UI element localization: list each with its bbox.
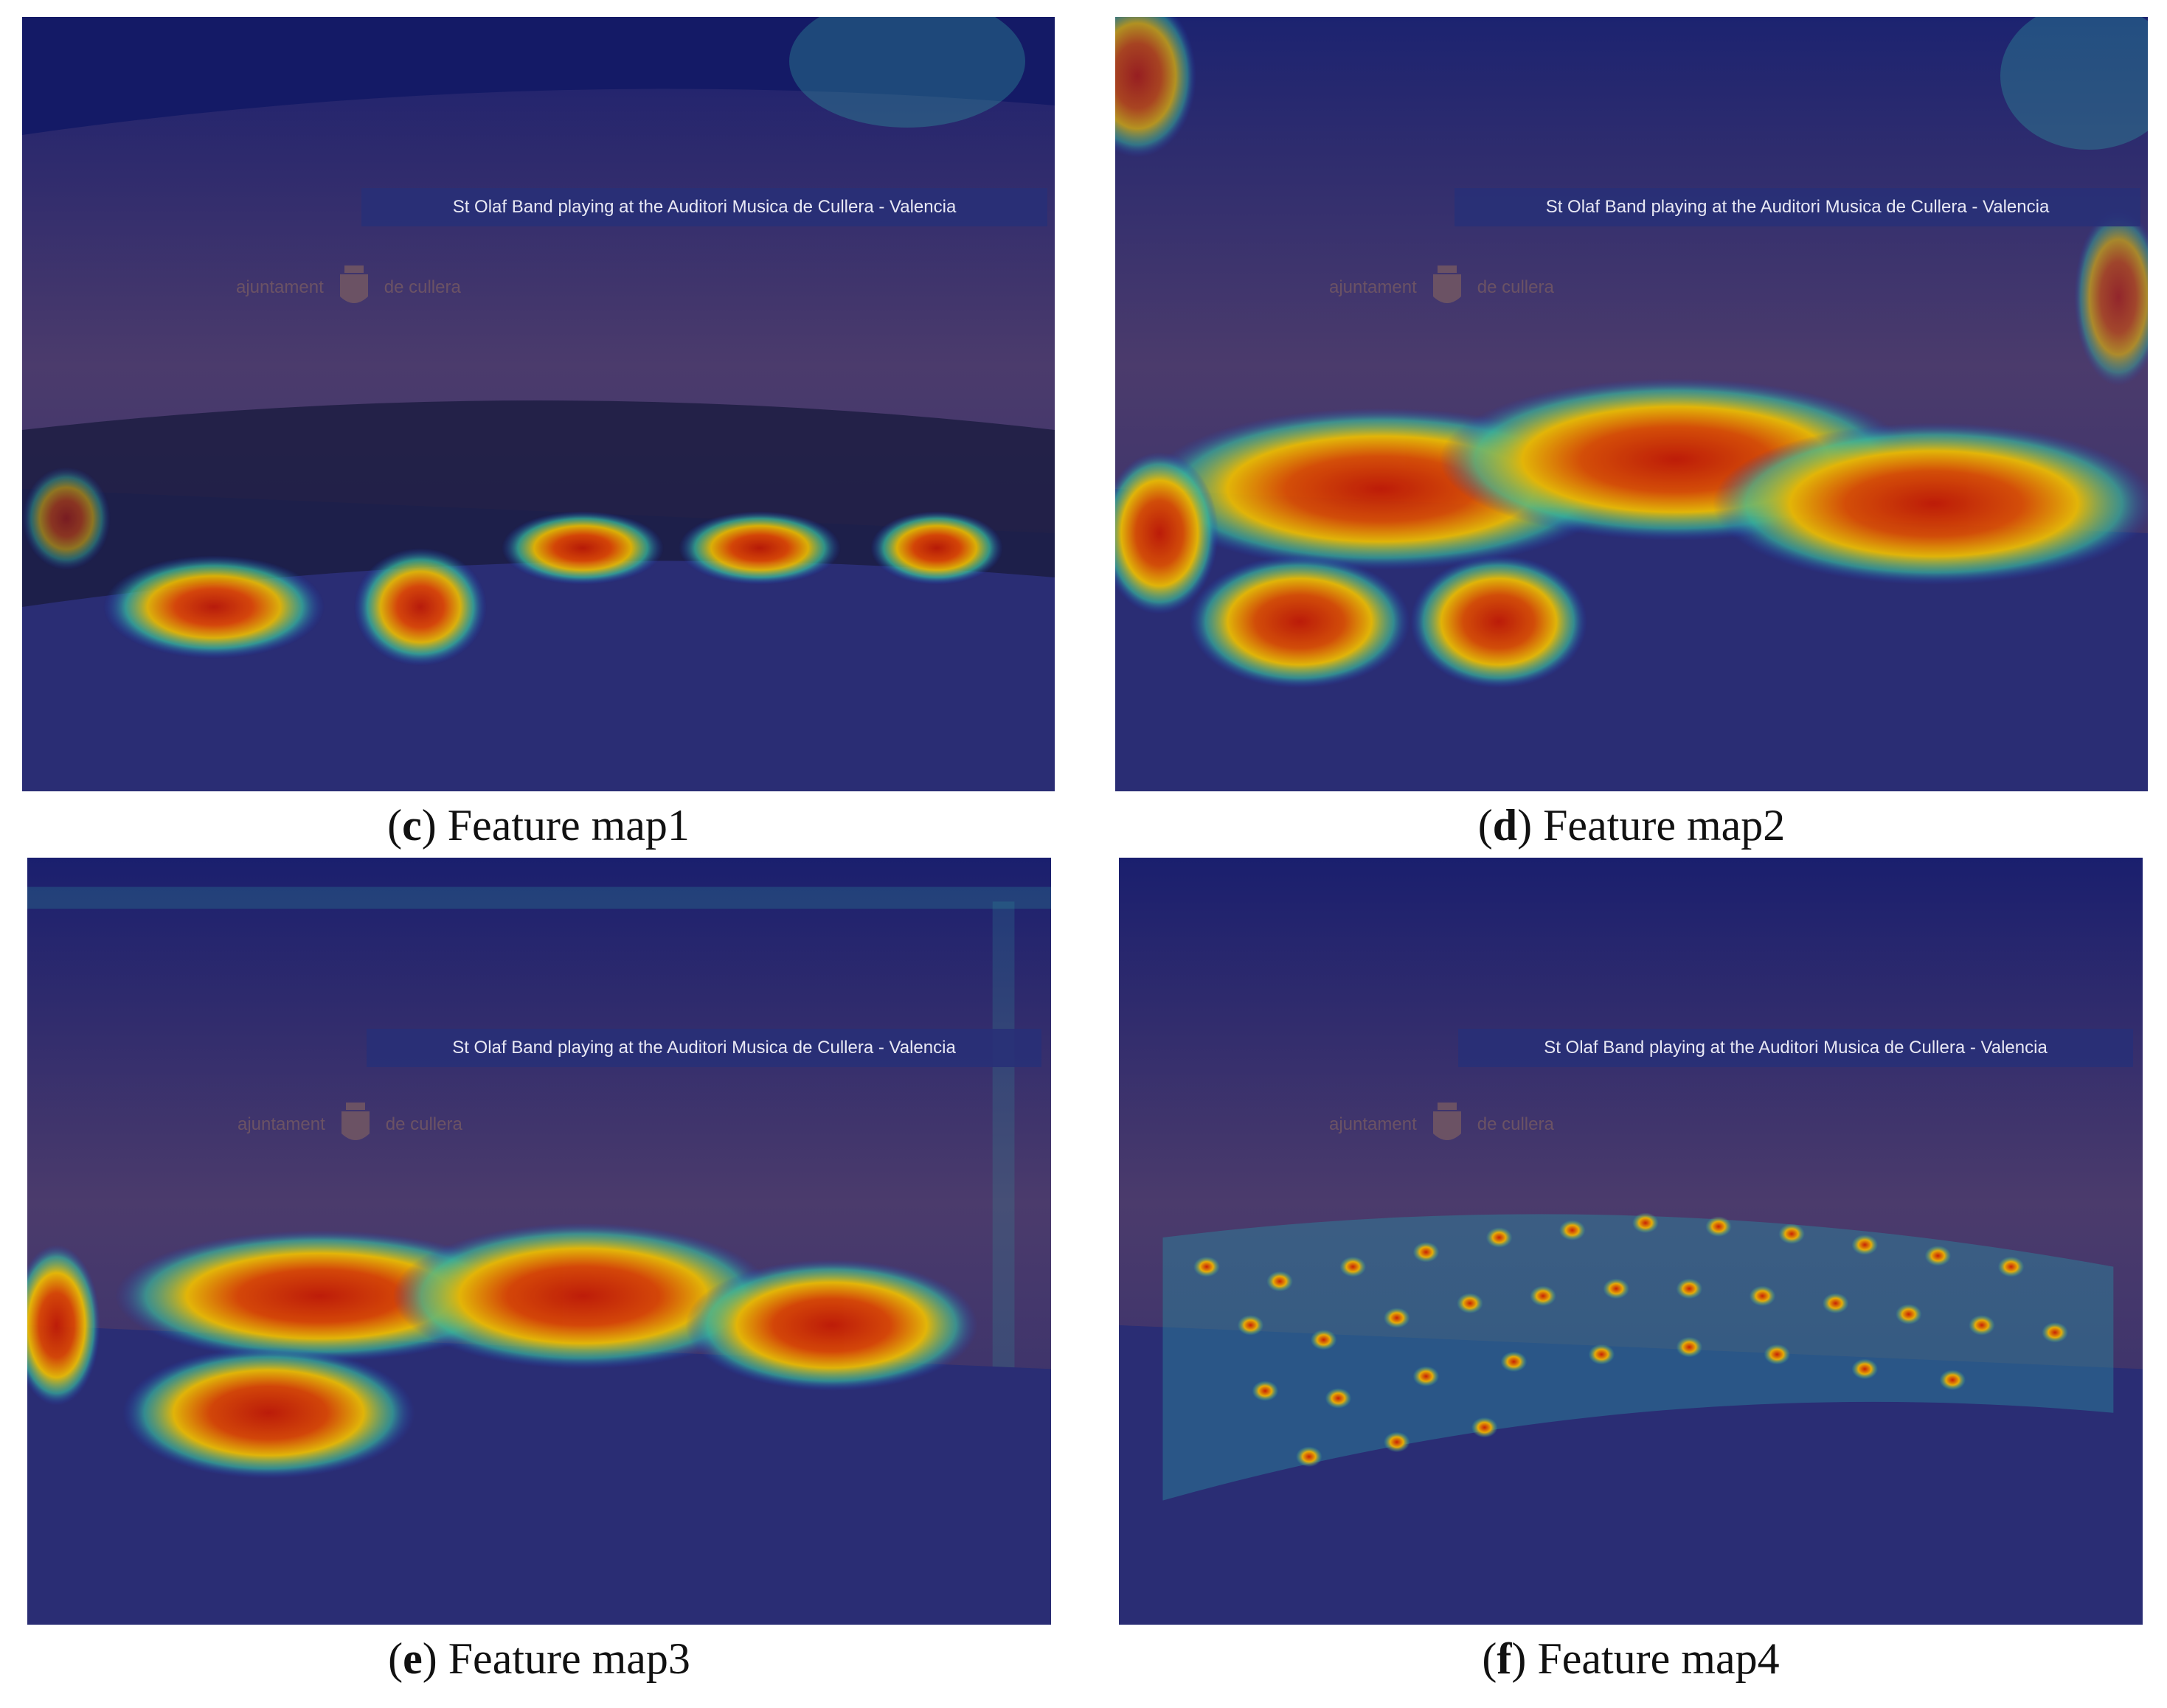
photo-caption-banner: St Olaf Band playing at the Auditori Mus… bbox=[361, 188, 1047, 226]
crest-icon bbox=[1432, 265, 1461, 303]
venue-logo: ajuntament de cullera bbox=[236, 264, 461, 311]
photo-caption-banner: St Olaf Band playing at the Auditori Mus… bbox=[1458, 1029, 2133, 1067]
crest-icon bbox=[339, 265, 368, 303]
heatmap-image-c bbox=[22, 17, 1055, 791]
heatmap-panel-d: St Olaf Band playing at the Auditori Mus… bbox=[1115, 17, 2148, 791]
panel-caption-c: (c) Feature map1 bbox=[387, 801, 690, 850]
panel-caption-d: (d) Feature map2 bbox=[1477, 801, 1786, 850]
venue-logo: ajuntament de cullera bbox=[1329, 1101, 1554, 1148]
heatmap-panel-e: St Olaf Band playing at the Auditori Mus… bbox=[27, 858, 1051, 1625]
heatmap-image-d bbox=[1115, 17, 2148, 791]
venue-logo: ajuntament de cullera bbox=[1329, 264, 1554, 311]
photo-caption-banner: St Olaf Band playing at the Auditori Mus… bbox=[1455, 188, 2140, 226]
panel-caption-e: (e) Feature map3 bbox=[388, 1634, 690, 1683]
logo-left-text: ajuntament bbox=[1329, 277, 1417, 297]
crest-icon bbox=[1432, 1103, 1461, 1140]
logo-left-text: ajuntament bbox=[236, 277, 324, 297]
venue-logo: ajuntament de cullera bbox=[237, 1101, 462, 1148]
logo-right-text: de cullera bbox=[1477, 277, 1554, 297]
crest-icon bbox=[341, 1103, 370, 1140]
panel-caption-f: (f) Feature map4 bbox=[1482, 1634, 1780, 1683]
logo-right-text: de cullera bbox=[1477, 1114, 1554, 1134]
photo-caption-banner: St Olaf Band playing at the Auditori Mus… bbox=[367, 1029, 1041, 1067]
logo-left-text: ajuntament bbox=[1329, 1114, 1417, 1134]
heatmap-panel-f: St Olaf Band playing at the Auditori Mus… bbox=[1119, 858, 2143, 1625]
logo-left-text: ajuntament bbox=[237, 1114, 325, 1134]
heatmap-panel-c: St Olaf Band playing at the Auditori Mus… bbox=[22, 17, 1055, 791]
heatmap-image-f bbox=[1119, 858, 2143, 1625]
logo-right-text: de cullera bbox=[384, 277, 461, 297]
heatmap-image-e bbox=[27, 858, 1051, 1625]
logo-right-text: de cullera bbox=[385, 1114, 462, 1134]
